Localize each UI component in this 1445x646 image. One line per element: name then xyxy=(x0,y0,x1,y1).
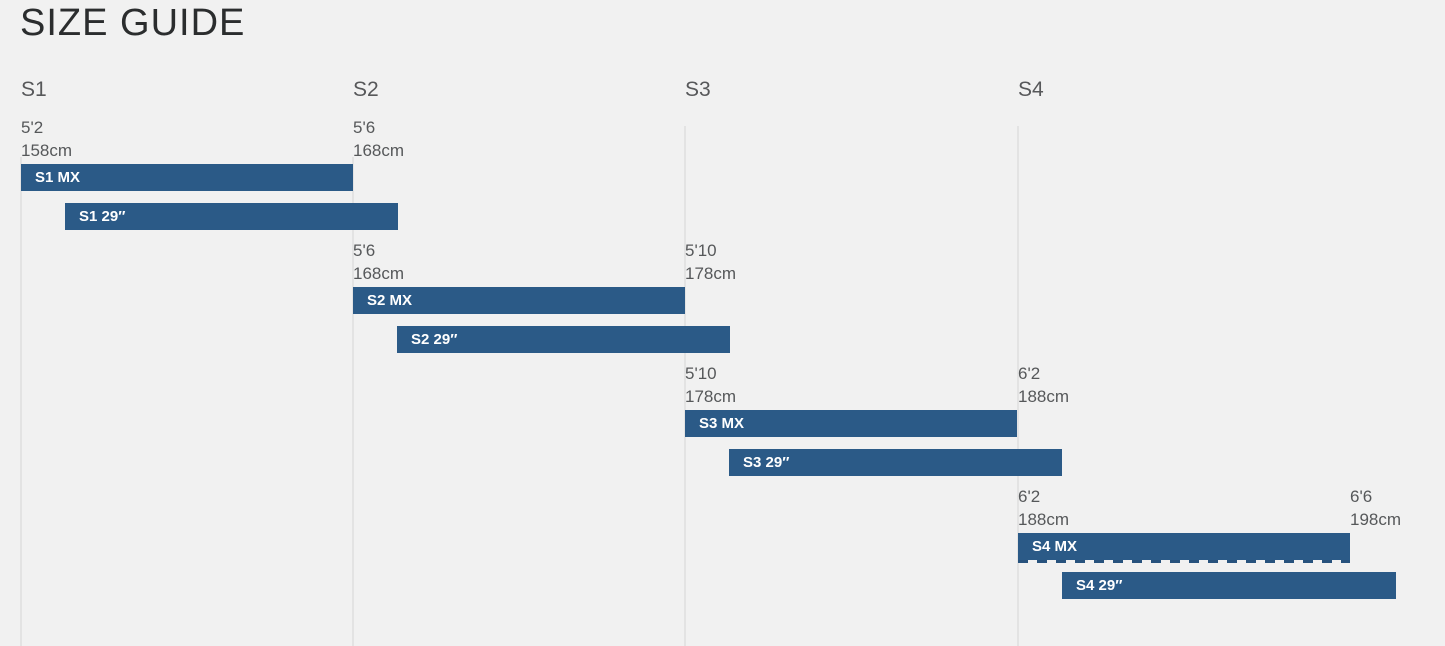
s4-mx-dashed-underline xyxy=(1018,560,1350,563)
size-bar-s4-mx: S4 MX xyxy=(1018,533,1350,560)
range-start-label-s3: 5'10 178cm xyxy=(685,362,736,408)
grid-line-s3 xyxy=(684,126,686,646)
page-title: SIZE GUIDE xyxy=(20,2,246,44)
height-metric: 168cm xyxy=(353,141,405,160)
size-bar-label: S1 29″ xyxy=(79,208,126,225)
height-imperial: 5'6 xyxy=(353,241,376,260)
size-bar-s1-mx: S1 MX xyxy=(21,164,353,191)
grid-line-s4 xyxy=(1017,126,1019,646)
size-bar-s2-mx: S2 MX xyxy=(353,287,685,314)
size-bar-label: S2 29″ xyxy=(411,331,458,348)
grid-line-s1 xyxy=(20,157,22,646)
column-header-s1: S1 xyxy=(21,78,47,101)
range-end-label-s1: 5'6 168cm xyxy=(353,116,404,162)
height-imperial: 5'6 xyxy=(353,118,376,137)
height-metric: 188cm xyxy=(1018,510,1070,529)
height-imperial: 6'2 xyxy=(1018,487,1041,506)
height-metric: 198cm xyxy=(1350,510,1402,529)
height-metric: 188cm xyxy=(1018,387,1070,406)
size-bar-label: S3 29″ xyxy=(743,454,790,471)
column-header-s2: S2 xyxy=(353,78,379,101)
size-bar-label: S2 MX xyxy=(367,292,413,309)
range-start-label-s2: 5'6 168cm xyxy=(353,239,404,285)
height-metric: 168cm xyxy=(353,264,405,283)
size-bar-label: S1 MX xyxy=(35,169,81,186)
height-imperial: 5'2 xyxy=(21,118,44,137)
range-end-label-s2: 5'10 178cm xyxy=(685,239,736,285)
range-start-label-s1: 5'2 158cm xyxy=(21,116,72,162)
size-bar-s2-29: S2 29″ xyxy=(397,326,730,353)
height-imperial: 6'6 xyxy=(1350,487,1373,506)
size-bar-label: S4 MX xyxy=(1032,538,1078,555)
height-imperial: 5'10 xyxy=(685,241,717,260)
size-bar-s1-29: S1 29″ xyxy=(65,203,398,230)
range-end-label-s3: 6'2 188cm xyxy=(1018,362,1069,408)
size-bar-label: S4 29″ xyxy=(1076,577,1123,594)
size-bar-s4-29: S4 29″ xyxy=(1062,572,1396,599)
column-header-s4: S4 xyxy=(1018,78,1044,101)
size-bar-s3-29: S3 29″ xyxy=(729,449,1062,476)
size-bar-s3-mx: S3 MX xyxy=(685,410,1017,437)
range-start-label-s4: 6'2 188cm xyxy=(1018,485,1069,531)
height-metric: 178cm xyxy=(685,264,737,283)
height-imperial: 5'10 xyxy=(685,364,717,383)
column-header-s3: S3 xyxy=(685,78,711,101)
size-bar-label: S3 MX xyxy=(699,415,745,432)
range-end-label-s4: 6'6 198cm xyxy=(1350,485,1401,531)
height-imperial: 6'2 xyxy=(1018,364,1041,383)
height-metric: 158cm xyxy=(21,141,73,160)
height-metric: 178cm xyxy=(685,387,737,406)
grid-line-s2 xyxy=(352,157,354,646)
